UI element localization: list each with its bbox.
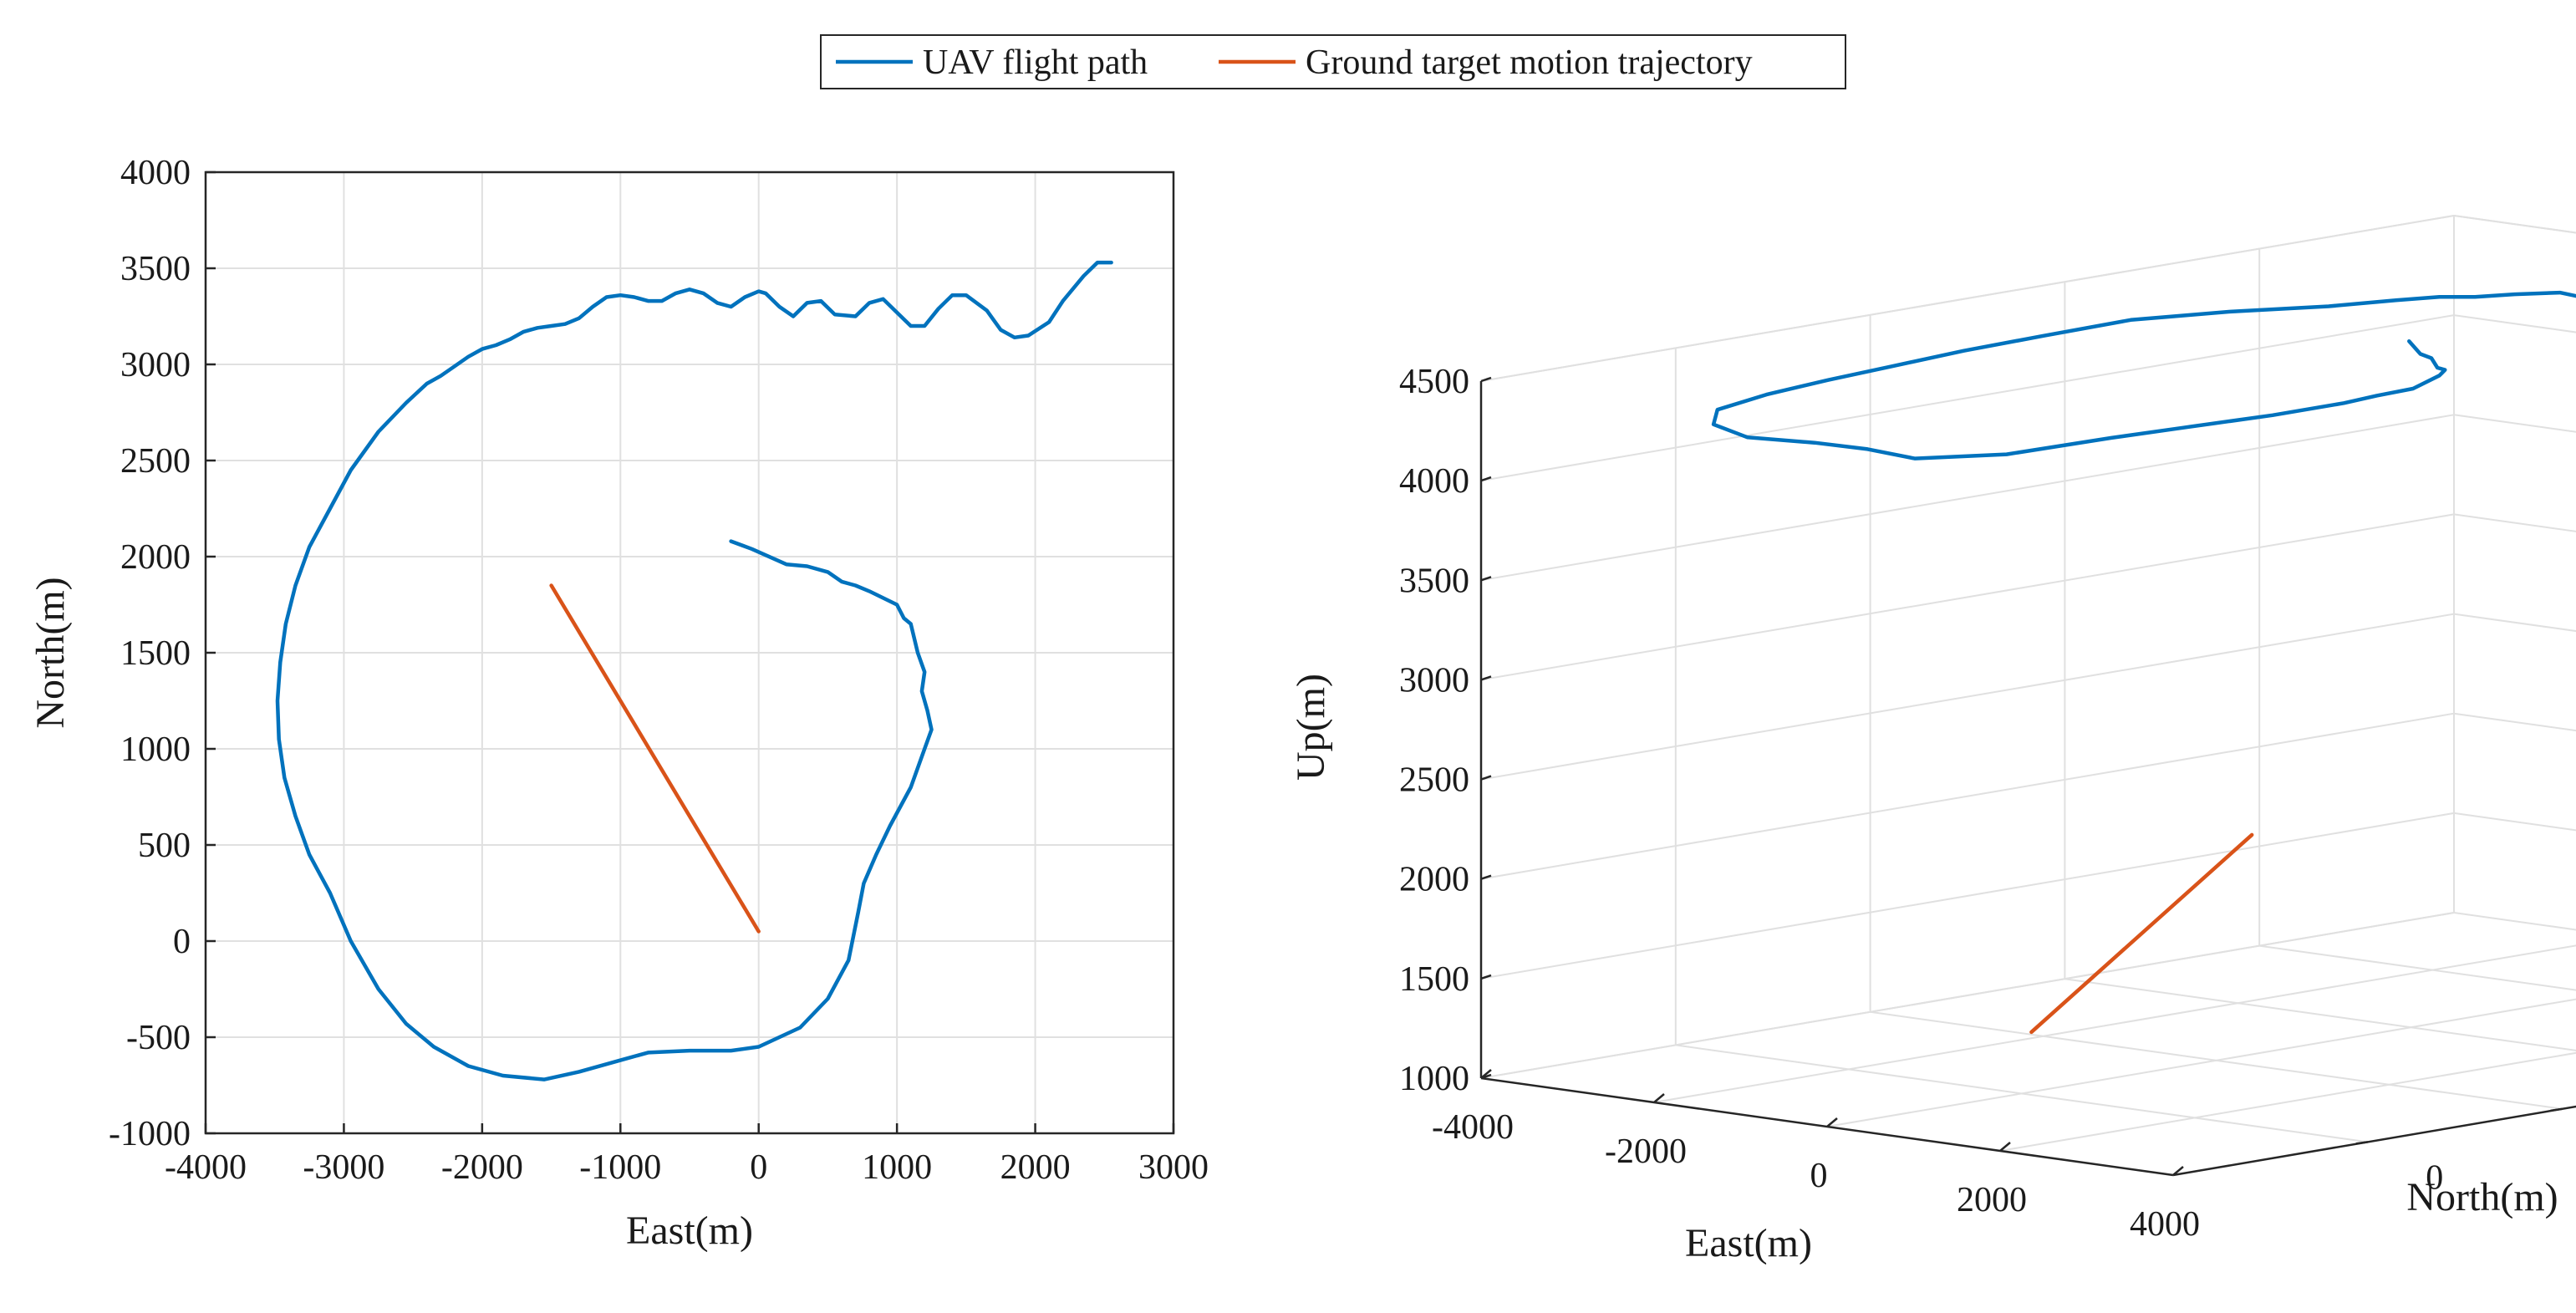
plot-3d-back-wall-grid-line [2453, 513, 2576, 532]
plot-3d-floor-grid-line [1826, 998, 2576, 1127]
plot-3d-ztick-mark [1480, 675, 1492, 681]
plot-3d-tick-labels: 1000 1500 2000 2500 3000 3500 4000 4500 -4000 -20… [1399, 363, 2563, 1244]
plot-2d-ytick-label: 2000 [120, 538, 191, 577]
plot-3d-ztick-mark [1480, 476, 1492, 482]
plot-3d-floor-grid-line [2064, 978, 2576, 1051]
plot-3d-xtick-mark [1999, 1142, 2011, 1152]
plot-3d-ztick-label: 4500 [1399, 363, 1469, 401]
plot-3d-series [1711, 290, 2576, 1035]
plot-2d-ytick-label: 500 [138, 827, 191, 865]
plot-3d-back-wall-grid-line [2453, 912, 2576, 931]
plot-3d-ztick-mark [1480, 576, 1492, 582]
plot-3d-grid [1480, 215, 2576, 1176]
legend-label-target: Ground target motion trajectory [1306, 43, 1753, 82]
plot-3d: 1000 1500 2000 2500 3000 3500 4000 4500 -4000 -20… [1289, 215, 2576, 1265]
plot-3d-ztick-label: 3500 [1399, 562, 1469, 600]
legend-label-uav: UAV flight path [923, 43, 1148, 82]
plot-3d-side-wall-grid-line [1480, 613, 2455, 781]
plot-2d-xtick-label: 1000 [862, 1148, 932, 1187]
plot-2d-grid [205, 171, 1174, 1134]
plot-2d-xtick-label: -1000 [579, 1148, 661, 1187]
plot-3d-ztick-mark [1480, 974, 1492, 980]
plot-3d-floor-grid-line [1999, 1051, 2576, 1152]
plot-3d-xtick-mark [1826, 1117, 1838, 1127]
plot-3d-side-wall-grid-line [1480, 712, 2455, 880]
plot-2d-xlabel: East(m) [626, 1209, 753, 1253]
plot-2d-ytick-label: 4000 [120, 154, 191, 192]
plot-3d-zlabel: Up(m) [1289, 674, 1333, 781]
plot-3d-back-wall-grid-line [2453, 414, 2576, 433]
plot-2d-tick-labels: -4000 -3000 -2000 -1000 0 1000 2000 3000 -1000 -5… [109, 154, 1209, 1187]
plot-3d-ztick-label: 2500 [1399, 761, 1469, 800]
plot-3d-xtick-label: 2000 [1957, 1181, 2027, 1219]
plot-3d-ytick-label: 0 [2426, 1158, 2443, 1197]
plot-3d-ztick-label: 4000 [1399, 462, 1469, 501]
plot-3d-side-wall-grid-line [1480, 513, 2455, 681]
plot-3d-box-edge [2453, 215, 2576, 234]
plot-3d-floor-grid-line [1653, 944, 2576, 1103]
plot-3d-xtick-mark [1653, 1093, 1665, 1103]
plot-3d-xtick-mark [1480, 1069, 1492, 1079]
plot-2d-xtick-label: 0 [750, 1148, 767, 1187]
plot-3d-ztick-mark [1480, 376, 1492, 383]
plot-3d-ztick-label: 1500 [1399, 960, 1469, 999]
plot-3d-xtick-mark [2172, 1166, 2184, 1176]
legend-box [820, 34, 1846, 89]
plot-2d-ytick-label: 1500 [120, 634, 191, 673]
plot-2d-xtick-label: -3000 [303, 1148, 384, 1187]
plot-3d-side-wall-grid-line [1480, 414, 2455, 582]
plot-3d-xtick-label: -4000 [1432, 1108, 1514, 1147]
plot-3d-floor-grid-line [1870, 1010, 2563, 1110]
plot-2d-xtick-label: 2000 [1000, 1148, 1071, 1187]
plot-3d-series-ground-target-motion-trajectory [2029, 832, 2254, 1035]
plot-3d-side-wall-grid-line [1480, 314, 2455, 482]
plot-3d-ztick-mark [1480, 775, 1492, 781]
plot-2d-ytick-label: 3000 [120, 346, 191, 384]
plot-3d-ztick-mark [1480, 874, 1492, 880]
plot-3d-back-wall-grid-line [2453, 613, 2576, 633]
plot-3d-axes [1479, 381, 2576, 1177]
plot-3d-xtick-label: 0 [1810, 1157, 1828, 1195]
plot-3d-floor-grid-line [2172, 1105, 2576, 1176]
plot-3d-back-wall-grid-line [2453, 712, 2576, 732]
plot-3d-back-wall-grid-line [2453, 314, 2576, 333]
plot-3d-ytick-mark [2355, 1141, 2368, 1145]
plot-3d-xtick-label: 4000 [2130, 1205, 2200, 1244]
plot-3d-side-wall-grid-line [1480, 912, 2455, 1079]
plot-2d-ytick-label: 2500 [120, 442, 191, 481]
plot-2d-series [275, 260, 1113, 1081]
plot-2d-series-uav-flight-path [275, 260, 1113, 1081]
plot-3d-ztick-label: 2000 [1399, 861, 1469, 899]
plot-3d-floor-grid-line [2259, 944, 2576, 991]
plot-2d-xtick-label: 3000 [1138, 1148, 1209, 1187]
plot-2d: -4000 -3000 -2000 -1000 0 1000 2000 3000 -1000 -5… [28, 154, 1209, 1253]
plot-2d-ytick-label: -500 [126, 1019, 191, 1057]
plot-3d-series-uav-flight-path [1711, 290, 2576, 461]
plot-3d-back-wall-grid-line [2453, 812, 2576, 832]
legend: UAV flight path Ground target motion tra… [820, 34, 1846, 89]
plot-3d-ztick-label: 3000 [1399, 661, 1469, 700]
plot-2d-ytick-label: 0 [173, 923, 191, 961]
plot-2d-ylabel: North(m) [28, 577, 73, 728]
plot-3d-xtick-label: -2000 [1605, 1132, 1687, 1171]
plot-2d-ytick-label: -1000 [109, 1115, 191, 1153]
plot-3d-y-axis-line [2172, 1105, 2576, 1177]
plot-3d-floor-grid-line [1675, 1044, 2368, 1143]
plot-2d-ytick-label: 3500 [120, 250, 191, 288]
plot-2d-series-ground-target-motion-trajectory [549, 583, 761, 934]
plot-3d-side-wall-grid-line [1480, 812, 2455, 980]
plot-3d-box-edge [1480, 215, 2455, 382]
plot-2d-ytick-label: 1000 [120, 730, 191, 769]
plot-3d-ytick-mark [2550, 1107, 2563, 1112]
plot-3d-xlabel: East(m) [1685, 1221, 1812, 1265]
plot-2d-xtick-label: -2000 [441, 1148, 523, 1187]
plot-2d-xtick-label: -4000 [165, 1148, 247, 1187]
plot-3d-ztick-label: 1000 [1399, 1060, 1469, 1098]
plot-3d-ylabel: North(m) [2406, 1175, 2558, 1219]
